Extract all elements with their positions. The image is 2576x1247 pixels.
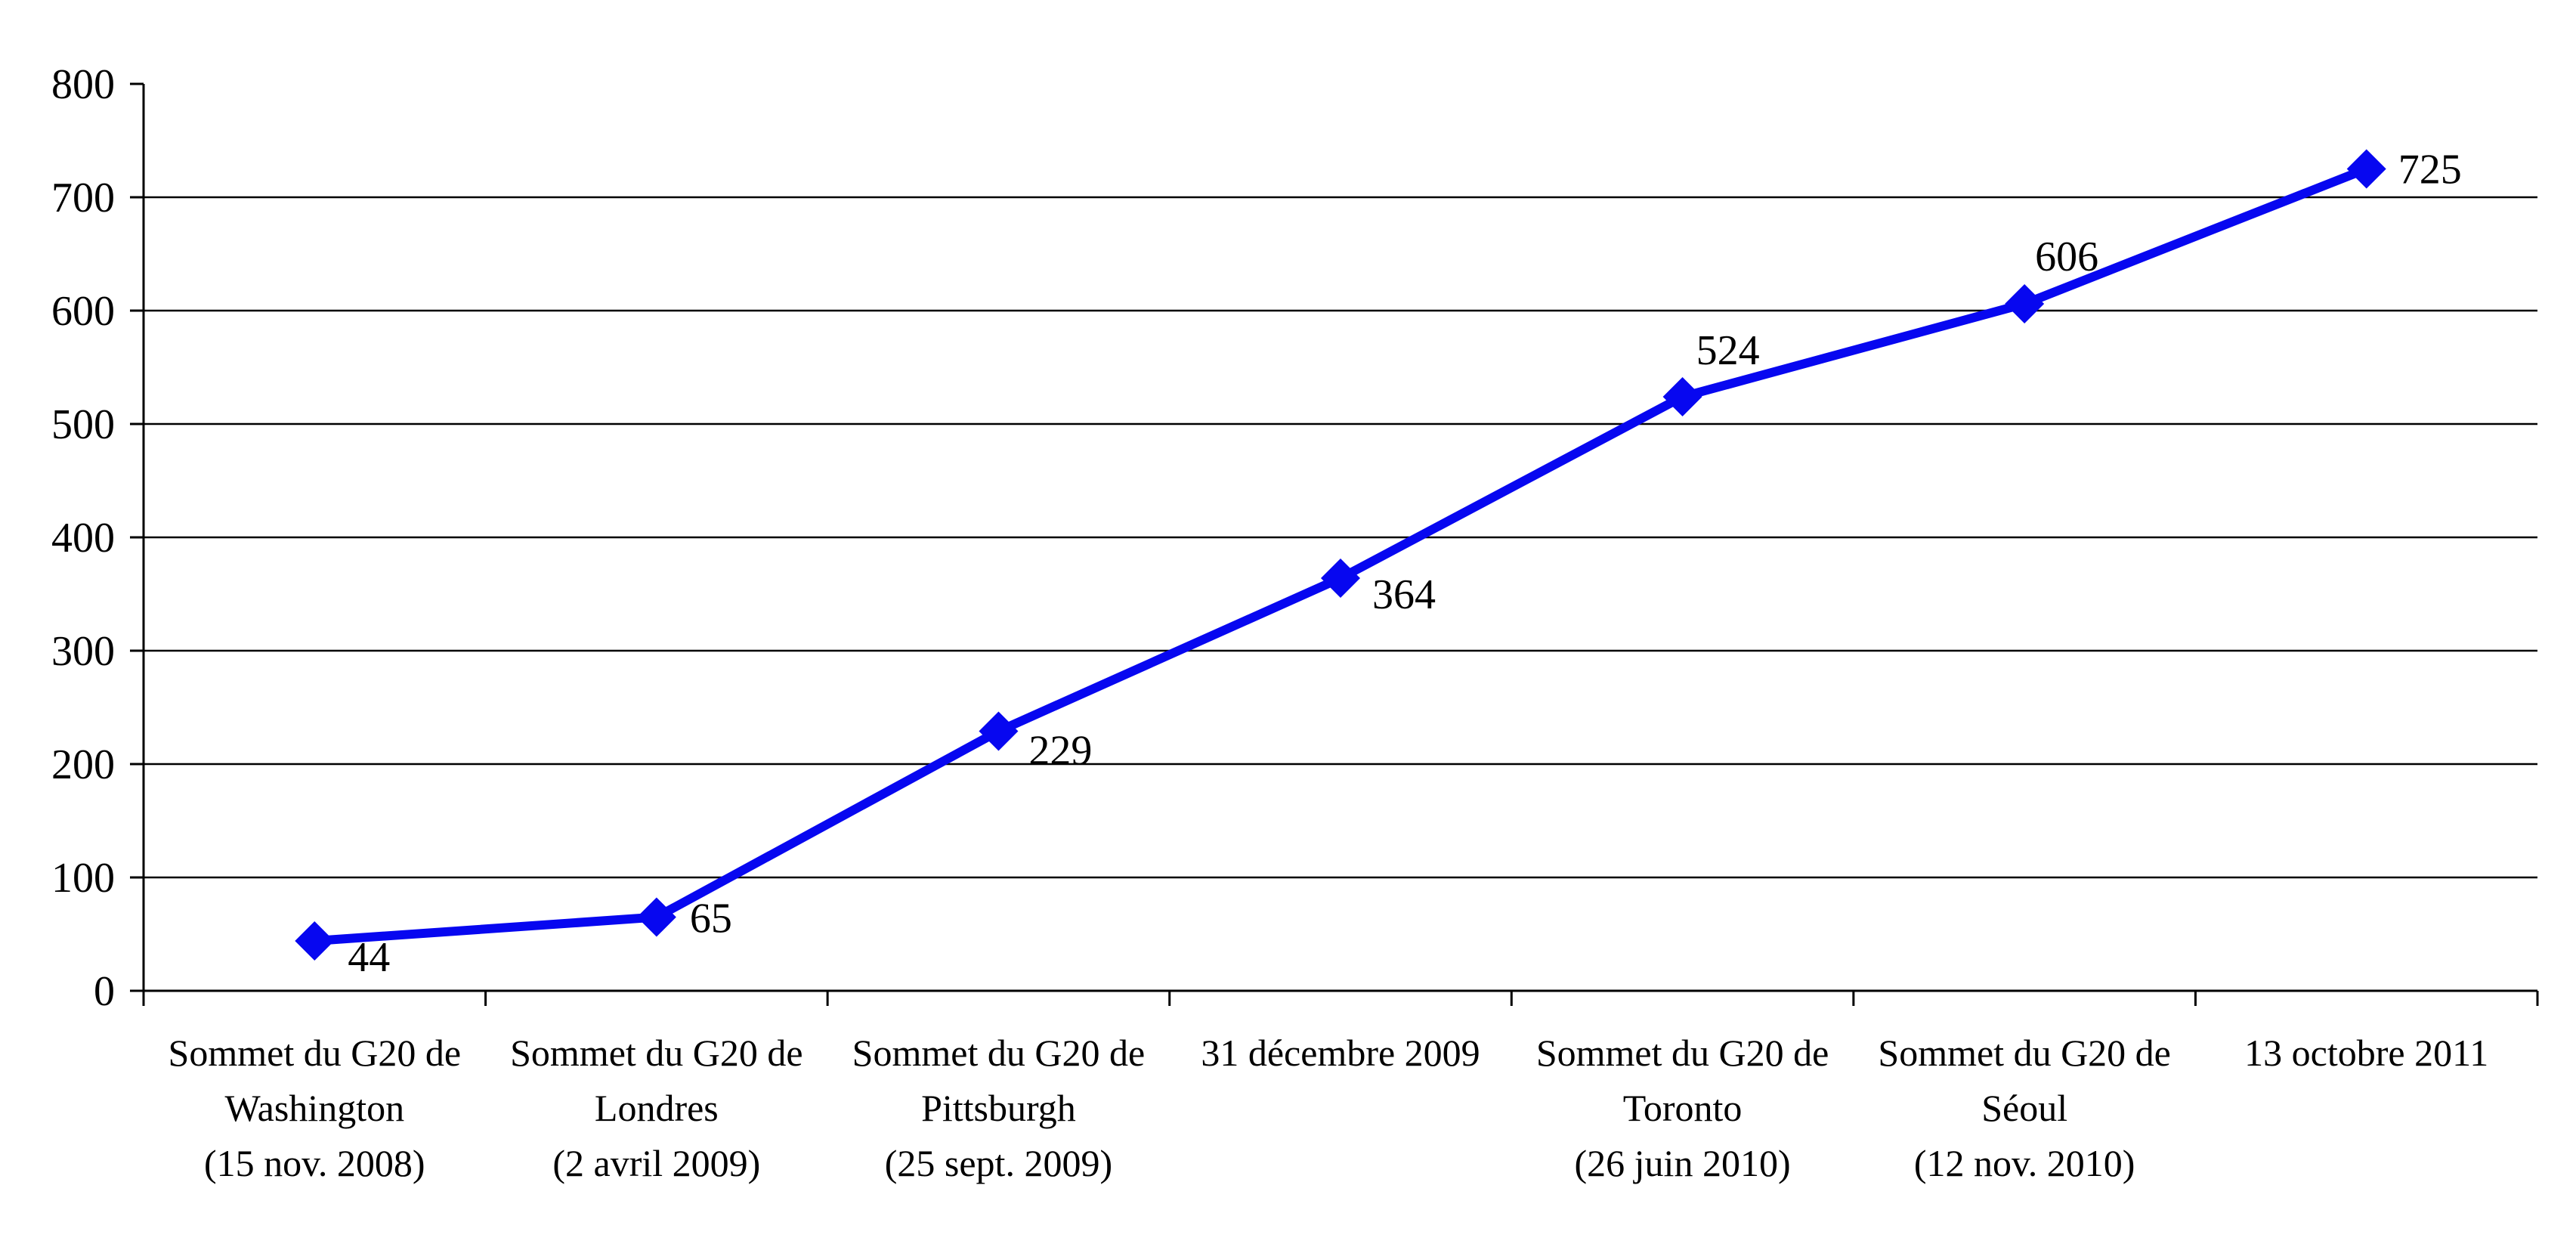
data-point-marker [295, 921, 335, 961]
y-axis-label: 0 [94, 968, 115, 1015]
y-axis-label: 300 [51, 628, 115, 675]
data-point-label: 606 [2035, 234, 2098, 280]
y-axis-label: 400 [51, 515, 115, 562]
data-point-marker [1662, 377, 1702, 416]
data-point-label: 229 [1028, 728, 1092, 775]
data-point-marker [2346, 149, 2386, 189]
y-axis-label: 100 [51, 855, 115, 902]
x-axis-category-label: 31 décembre 2009 [1201, 1032, 1480, 1074]
data-point-label: 725 [2398, 147, 2462, 193]
data-point-marker [636, 897, 676, 937]
x-axis-category-label: Sommet du G20 de Séoul (12 nov. 2010) [1878, 1032, 2170, 1184]
y-axis-label: 700 [51, 175, 115, 221]
data-line [314, 164, 2368, 945]
y-axis-label: 800 [51, 61, 115, 108]
y-axis-label: 500 [51, 401, 115, 448]
data-point-marker [2005, 284, 2045, 323]
y-axis-label: 200 [51, 741, 115, 788]
data-point-label: 524 [1696, 327, 1760, 374]
x-axis-category-label: Sommet du G20 de Washington (15 nov. 2008) [169, 1032, 461, 1184]
data-point-label: 364 [1372, 571, 1436, 618]
x-axis-category-label: Sommet du G20 de Toronto (26 juin 2010) [1536, 1032, 1829, 1184]
data-point-label: 44 [348, 934, 390, 981]
x-axis-category-label: 13 octobre 2011 [2244, 1032, 2488, 1074]
x-axis-category-label: Sommet du G20 de Pittsburgh (25 sept. 2009… [852, 1032, 1145, 1184]
data-point-marker [979, 711, 1019, 751]
data-point-label: 65 [690, 896, 732, 942]
y-axis-label: 600 [51, 288, 115, 335]
data-point-marker [1321, 559, 1360, 598]
x-axis-category-label: Sommet du G20 de Londres (2 avril 2009) [510, 1032, 802, 1184]
